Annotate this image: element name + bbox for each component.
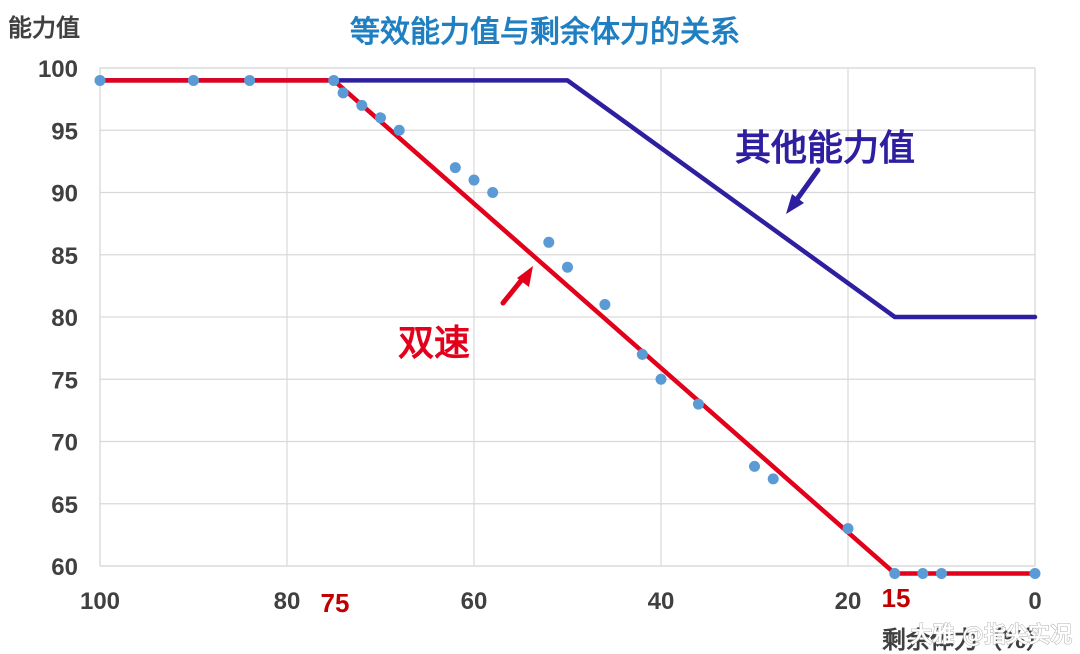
- x-tick-label-40: 40: [648, 588, 675, 615]
- gridlines: [99, 67, 1036, 567]
- scatter-point-5: [356, 99, 368, 111]
- arrow-double-speed: [500, 266, 533, 306]
- x-tick-label-60: 60: [461, 588, 488, 615]
- x-axis-label: 剩余体力（%）: [882, 626, 1050, 654]
- scatter-point-23: [1029, 567, 1041, 579]
- scatter-point-2: [244, 74, 256, 86]
- scatter-point-4: [337, 87, 349, 99]
- y-tick-label-85: 85: [51, 243, 78, 270]
- y-tick-label-60: 60: [51, 554, 78, 581]
- y-tick-label-100: 100: [38, 56, 78, 83]
- watermark: 大雅 @指尖实况: [910, 622, 1072, 648]
- scatter-point-17: [749, 460, 760, 472]
- scatter-point-14: [636, 348, 648, 360]
- y-tick-label-65: 65: [51, 492, 78, 519]
- x-tick-label-100: 100: [80, 588, 120, 615]
- scatter-point-22: [936, 567, 947, 579]
- x-tick-label-0: 0: [1028, 588, 1041, 615]
- scatter-point-18: [767, 473, 779, 485]
- y-tick-label-75: 75: [51, 367, 78, 394]
- scatter-point-13: [599, 299, 611, 311]
- scatter-point-1: [188, 74, 199, 86]
- x-marker-75: 75: [321, 588, 350, 618]
- scatter-points: [94, 74, 1041, 579]
- scatter-point-7: [393, 124, 405, 136]
- scatter-point-16: [692, 398, 704, 410]
- chart-title: 等效能力值与剩余体力的关系: [350, 15, 740, 50]
- y-axis-label: 能力值: [8, 14, 80, 42]
- scatter-point-6: [375, 112, 386, 124]
- scatter-point-0: [94, 74, 106, 86]
- x-marker-15: 15: [882, 583, 911, 613]
- x-tick-label-80: 80: [274, 588, 301, 615]
- scatter-point-20: [889, 567, 901, 579]
- arrow-other-abilities: [786, 167, 821, 214]
- scatter-point-10: [487, 187, 499, 198]
- y-tick-label-90: 90: [51, 181, 78, 208]
- scatter-point-9: [468, 174, 480, 186]
- annotation-double-speed: 双速: [398, 323, 470, 364]
- scatter-point-11: [543, 236, 555, 248]
- scatter-point-3: [328, 74, 340, 86]
- scatter-point-12: [562, 261, 573, 273]
- y-tick-label-70: 70: [51, 430, 78, 457]
- y-tick-label-80: 80: [51, 305, 78, 332]
- scatter-point-21: [917, 567, 929, 579]
- x-tick-label-20: 20: [835, 588, 862, 615]
- series-line-double-speed: [97, 78, 1038, 576]
- y-tick-label-95: 95: [51, 118, 78, 145]
- scatter-point-19: [842, 523, 854, 535]
- annotation-other-abilities: 其他能力值: [735, 128, 915, 169]
- series-line-other-abilities: [97, 78, 1038, 320]
- scatter-point-15: [655, 373, 667, 385]
- scatter-point-8: [449, 162, 461, 174]
